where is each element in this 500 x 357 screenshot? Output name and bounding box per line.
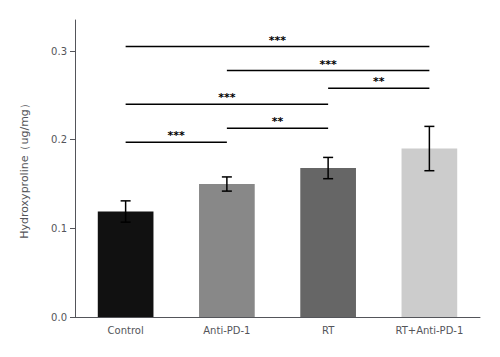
svg-text:**: ** [272, 115, 284, 128]
svg-text:Control: Control [108, 325, 144, 336]
svg-text:RT+Anti-PD-1: RT+Anti-PD-1 [395, 325, 463, 336]
svg-text:**: ** [373, 75, 385, 88]
svg-text:Anti-PD-1: Anti-PD-1 [203, 325, 250, 336]
svg-text:RT: RT [322, 325, 335, 336]
svg-text:0.2: 0.2 [51, 134, 67, 145]
svg-text:Hydroxyproline（ug/mg）: Hydroxyproline（ug/mg） [18, 98, 31, 239]
svg-text:***: *** [269, 34, 287, 47]
svg-text:0.1: 0.1 [51, 223, 67, 234]
svg-text:0.3: 0.3 [51, 46, 67, 57]
svg-text:***: *** [168, 129, 186, 142]
svg-text:0.0: 0.0 [51, 312, 67, 323]
svg-text:***: *** [319, 58, 337, 71]
svg-text:***: *** [218, 91, 236, 104]
